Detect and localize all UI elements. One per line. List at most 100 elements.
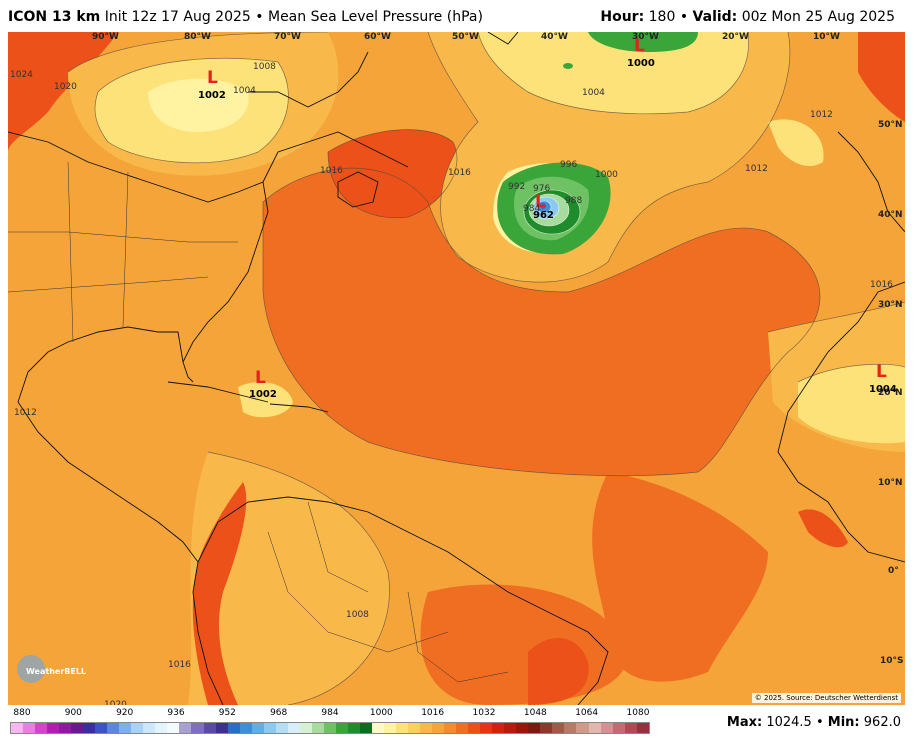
weatherbell-logo: WeatherBELL	[14, 652, 94, 686]
colorbar-swatch	[528, 723, 541, 733]
min-label: Min:	[827, 715, 860, 730]
colorbar-swatch	[131, 723, 144, 733]
colorbar-swatch	[347, 723, 360, 733]
colorbar-swatch	[432, 723, 445, 733]
colorbar-swatch	[311, 723, 324, 733]
colorbar-swatch	[227, 723, 240, 733]
colorbar-swatch	[143, 723, 156, 733]
lon-label-50w: 50°W	[452, 32, 479, 42]
lon-label-70w: 70°W	[274, 32, 301, 42]
low-symbol-caribbean: L	[255, 368, 266, 388]
colorbar-tick-label: 968	[270, 708, 288, 718]
lon-label-40w: 40°W	[541, 32, 568, 42]
colorbar-swatch	[371, 723, 384, 733]
header-right: Hour: 180 • Valid: 00z Mon 25 Aug 2025	[600, 9, 895, 25]
isobar-label: 992	[508, 182, 526, 192]
max-label: Max:	[726, 715, 763, 730]
lat-label-50n: 50°N	[878, 120, 903, 130]
colorbar-swatch	[576, 723, 589, 733]
colorbar-swatch	[35, 723, 48, 733]
colorbar-swatch	[612, 723, 625, 733]
low-symbol-hurricane: L	[535, 192, 546, 212]
colorbar-swatch	[552, 723, 565, 733]
copyright-notice: © 2025. Source: Deutscher Wetterdienst	[751, 693, 901, 703]
isobar-label: 1000	[595, 170, 618, 180]
lon-label-20w: 20°W	[722, 32, 749, 42]
min-value: 962.0	[863, 715, 901, 730]
colorbar: 880 900 920 936 952 968 984 1000 1016 1032 1048 106…	[10, 708, 650, 748]
isobar-label: 1016	[168, 660, 191, 670]
lon-label-60w: 60°W	[364, 32, 391, 42]
colorbar-tick-label: 1032	[472, 708, 496, 718]
lat-label-30n: 30°N	[878, 300, 903, 310]
colorbar-tick-label: 936	[167, 708, 185, 718]
colorbar-swatch	[444, 723, 457, 733]
isobar-label: 1012	[745, 164, 768, 174]
lat-label-0: 0°	[888, 566, 899, 576]
colorbar-swatch	[263, 723, 276, 733]
colorbar-swatch	[59, 723, 72, 733]
colorbar-swatch	[396, 723, 409, 733]
lat-label-10n: 10°N	[878, 478, 903, 488]
stats-bullet: •	[815, 715, 824, 730]
bullet-1: •	[255, 9, 264, 25]
colorbar-tick-label: 1016	[421, 708, 445, 718]
isobar-label: 1016	[448, 168, 471, 178]
colorbar-swatch	[323, 723, 336, 733]
colorbar-swatch	[516, 723, 529, 733]
lon-label-30w: 30°W	[632, 32, 659, 42]
colorbar-swatch	[215, 723, 228, 733]
colorbar-tick-label: 1048	[523, 708, 547, 718]
low-value-hudson-bay: 1002	[198, 90, 226, 101]
valid-value: 00z Mon 25 Aug 2025	[741, 9, 895, 25]
low-symbol-north-atlantic: L	[634, 36, 645, 56]
colorbar-swatch	[299, 723, 312, 733]
init-time: Init 12z 17 Aug 2025	[104, 9, 251, 25]
colorbar-tick-label: 1064	[575, 708, 599, 718]
valid-label: Valid:	[692, 9, 738, 25]
hour-label: Hour:	[600, 9, 645, 25]
colorbar-tick-label: 984	[321, 708, 339, 718]
colorbar-swatch	[167, 723, 180, 733]
colorbar-swatch	[47, 723, 60, 733]
lon-label-80w: 80°W	[184, 32, 211, 42]
colorbar-swatch	[287, 723, 300, 733]
isobar-label: 1012	[14, 408, 37, 418]
header: ICON 13 km Init 12z 17 Aug 2025 • Mean S…	[0, 0, 913, 32]
colorbar-swatch	[600, 723, 613, 733]
model-name: ICON 13 km	[8, 9, 101, 25]
colorbar-tick-label: 900	[64, 708, 82, 718]
colorbar-tick-label: 1000	[369, 708, 393, 718]
low-value-caribbean: 1002	[249, 389, 277, 400]
colorbar-labels: 880 900 920 936 952 968 984 1000 1016 1032 1048 106…	[10, 708, 650, 722]
colorbar-tick-label: 952	[218, 708, 236, 718]
colorbar-swatch	[11, 723, 24, 733]
isobar-label: 976	[533, 184, 551, 194]
lat-label-10s: 10°S	[880, 656, 904, 666]
colorbar-tick-label: 1080	[626, 708, 650, 718]
colorbar-swatch	[564, 723, 577, 733]
colorbar-swatch	[179, 723, 192, 733]
colorbar-swatch	[71, 723, 84, 733]
isobar-label: 1008	[346, 610, 369, 620]
colorbar-swatch	[624, 723, 637, 733]
colorbar-swatch	[492, 723, 505, 733]
colorbar-swatch	[636, 723, 649, 733]
isobar-label: 1004	[582, 88, 605, 98]
colorbar-swatch	[191, 723, 204, 733]
map-canvas	[8, 32, 905, 705]
logo-text: WeatherBELL	[26, 667, 86, 676]
colorbar-swatches	[10, 722, 650, 734]
colorbar-swatch	[408, 723, 421, 733]
colorbar-swatch	[540, 723, 553, 733]
isobar-label: 996	[560, 160, 578, 170]
colorbar-swatch	[155, 723, 168, 733]
colorbar-swatch	[203, 723, 216, 733]
colorbar-swatch	[480, 723, 493, 733]
low-value-west-africa: 1004	[869, 384, 897, 395]
colorbar-swatch	[588, 723, 601, 733]
low-value-hurricane: 962	[533, 210, 554, 221]
lat-label-40n: 40°N	[878, 210, 903, 220]
colorbar-swatch	[420, 723, 433, 733]
colorbar-swatch	[95, 723, 108, 733]
